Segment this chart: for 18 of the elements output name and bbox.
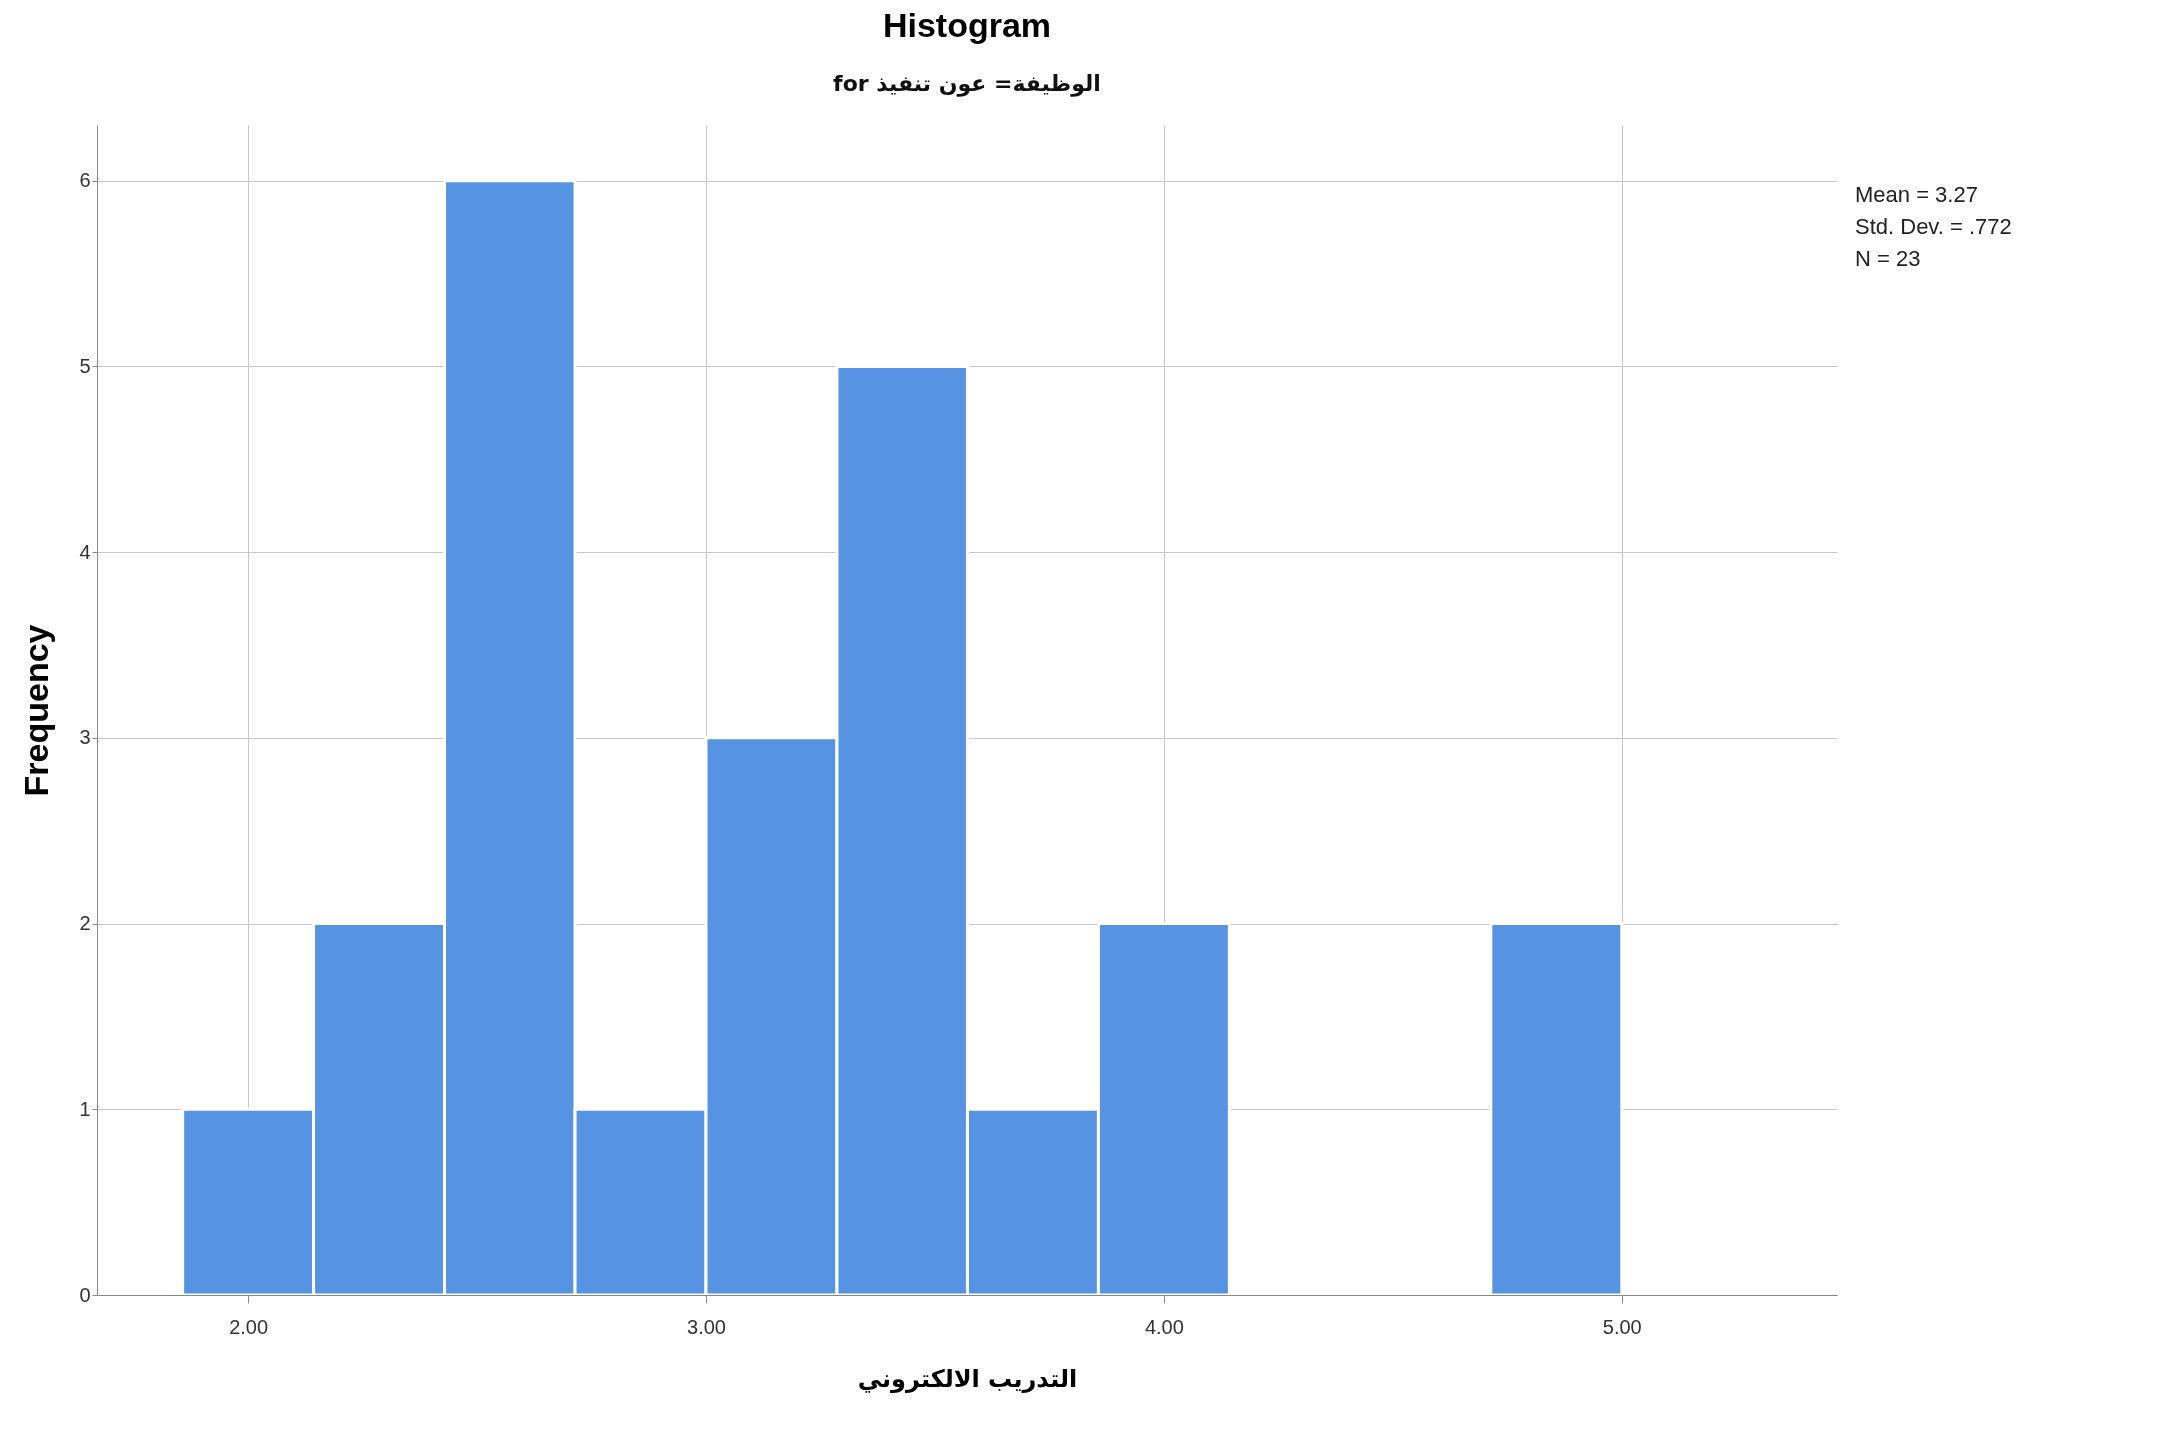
text: Mean = 3.27 [1855,182,1978,207]
y-tick-label: 4 [79,540,91,563]
x-tick-label: 5.00 [1602,1315,1642,1338]
x-tick-label: 2.00 [229,1315,269,1338]
y-tick-label: 6 [79,169,91,192]
y-axis-title: Frequency [17,624,56,797]
y-tick-label: 1 [79,1097,91,1120]
chart-subtitle: for الوظيفة= عون تنفيذ [833,71,1101,97]
x-axis-title: التدريب الالكتروني [857,1364,1078,1393]
x-tick-label: 3.00 [687,1315,726,1338]
y-tick-label: 5 [79,354,91,377]
y-tick-label: 3 [79,726,91,749]
y-tick-label: 0 [79,1283,91,1306]
y-tick-label: 2 [79,912,91,935]
chart-title: Histogram [882,6,1052,44]
text: N = 23 [1855,246,1921,271]
x-tick-label: 4.00 [1144,1315,1184,1338]
text: Std. Dev. = .772 [1855,214,2012,239]
